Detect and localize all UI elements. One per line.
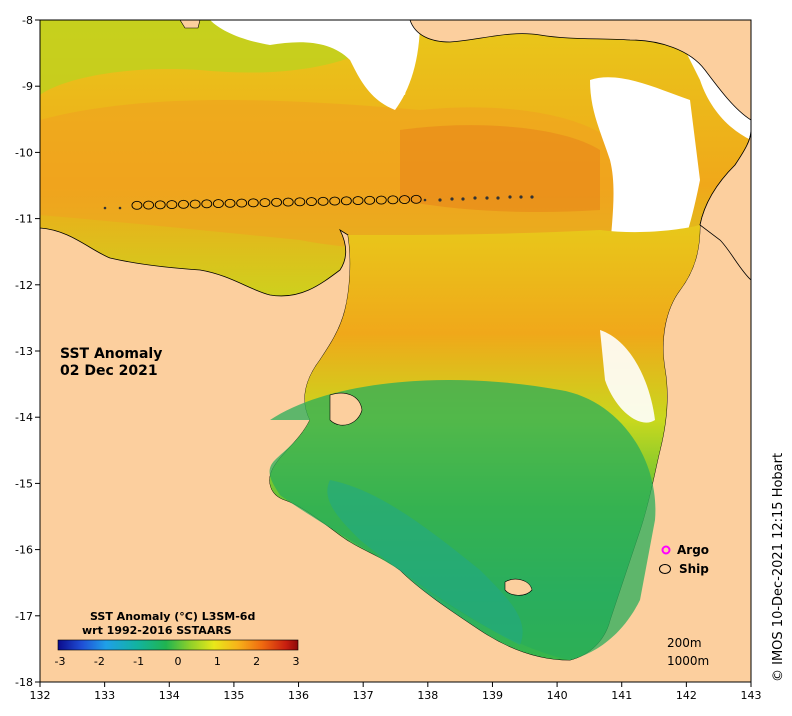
depth-1000m-label: 1000m	[667, 654, 709, 668]
argo-marker-icon	[661, 545, 671, 555]
cape-york-land	[699, 129, 751, 281]
colorbar-tick-label: -1	[133, 655, 144, 668]
ship-observation-marker	[399, 195, 410, 205]
ship-observation-marker	[282, 197, 294, 207]
lon-tick-label: 132	[30, 689, 51, 702]
lat-tick-label: -9	[22, 80, 33, 93]
lon-tick-label: 139	[482, 689, 503, 702]
lon-tick-label: 135	[223, 689, 244, 702]
colorbar-ticks: -3 -2 -1 0 1 2 3	[55, 655, 300, 668]
ship-label: Ship	[679, 562, 709, 576]
ship-observation-marker	[166, 200, 178, 210]
lon-tick-label: 133	[94, 689, 115, 702]
ship-observation-marker	[387, 195, 399, 205]
lon-tick-label: 134	[159, 689, 180, 702]
ship-observation-marker	[259, 198, 271, 208]
ship-observation-marker	[154, 200, 166, 210]
lat-tick-label: -17	[15, 610, 33, 623]
lat-tick-label: -16	[15, 544, 33, 557]
nodata-north	[210, 20, 420, 110]
ship-observation-marker	[329, 196, 341, 206]
latitude-axis: -8 -9 -10 -11 -12 -13 -14 -15 -16 -17 -18	[15, 14, 40, 689]
longitude-axis: 132 133 134 135 136 137 138 139 140 141 142 143	[30, 682, 762, 702]
map-title-line1: SST Anomaly	[60, 346, 162, 362]
ship-observation-marker	[306, 197, 317, 207]
lon-tick-label: 141	[611, 689, 632, 702]
gulf-nodata	[600, 330, 655, 423]
lat-tick-label: -15	[15, 477, 33, 490]
australia-land	[40, 129, 751, 682]
ship-observation-marker	[375, 195, 387, 205]
lon-tick-label: 137	[353, 689, 374, 702]
groote-eylandt	[329, 392, 363, 426]
colorbar-title-line2: wrt 1992-2016 SSTAARS	[82, 624, 232, 637]
colorbar-tick-label: 1	[214, 655, 221, 668]
ship-observation-marker	[247, 198, 259, 208]
lon-tick-label: 138	[417, 689, 438, 702]
depth-200m-label: 200m	[667, 636, 702, 650]
lon-tick-label: 142	[676, 689, 697, 702]
ship-observation-marker	[178, 199, 189, 209]
ship-track-dots	[103, 195, 534, 210]
ship-observation-marker	[201, 199, 213, 209]
ship-observation-marker	[131, 200, 143, 210]
ship-observation-marker	[212, 199, 224, 209]
lat-tick-label: -12	[15, 279, 33, 292]
gulf-cool-anomaly	[269, 380, 656, 660]
colorbar-tick-label: -2	[94, 655, 105, 668]
ship-track	[131, 194, 422, 210]
colorbar-tick-label: 3	[293, 655, 300, 668]
lon-tick-label: 136	[288, 689, 309, 702]
gulf-cool-core	[327, 480, 523, 645]
warm-anomaly-core	[400, 125, 600, 212]
ship-observation-marker	[352, 196, 364, 206]
imos-credit: © IMOS 10-Dec-2021 12:15 Hobart	[771, 453, 786, 682]
lat-tick-label: -13	[15, 345, 33, 358]
lat-tick-label: -14	[15, 411, 33, 424]
lat-tick-label: -8	[22, 14, 33, 27]
ship-observation-marker	[364, 195, 376, 205]
colorbar-tick-label: -3	[55, 655, 66, 668]
lat-tick-label: -18	[15, 676, 33, 689]
lon-tick-label: 140	[547, 689, 568, 702]
ship-observation-marker	[271, 197, 283, 207]
colorbar-tick-label: 0	[175, 655, 182, 668]
new-guinea-land	[409, 20, 751, 121]
ship-observation-marker	[236, 198, 248, 208]
ship-marker-icon	[659, 564, 671, 574]
ship-observation-marker	[340, 196, 352, 206]
ship-observation-marker	[143, 200, 155, 210]
obs-legend: Argo Ship	[659, 543, 709, 576]
ship-observation-marker	[224, 198, 236, 208]
argo-label: Argo	[677, 543, 709, 557]
map-title-line2: 02 Dec 2021	[60, 363, 158, 379]
ship-observation-marker	[294, 197, 306, 207]
colorbar: SST Anomaly (°C) L3SM-6d wrt 1992-2016 S…	[55, 610, 300, 668]
colorbar-tick-label: 2	[253, 655, 260, 668]
colorbar-title-line1: SST Anomaly (°C) L3SM-6d	[90, 610, 255, 623]
ship-observation-marker	[189, 199, 201, 209]
lat-tick-label: -10	[15, 146, 33, 159]
lat-tick-label: -11	[15, 213, 33, 226]
ship-observation-marker	[317, 196, 329, 206]
colorbar-ramp	[57, 639, 299, 651]
small-island-north	[179, 20, 201, 29]
ship-observation-marker	[410, 194, 422, 204]
nodata-patch	[380, 45, 407, 95]
lon-tick-label: 143	[741, 689, 762, 702]
mornington-island	[504, 578, 533, 596]
